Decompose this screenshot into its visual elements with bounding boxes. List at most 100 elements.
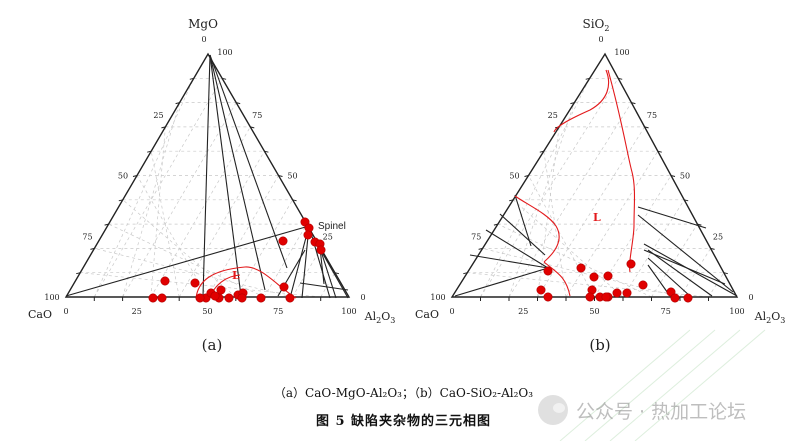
tie-lines-a [65, 54, 349, 299]
grid-line [94, 248, 293, 298]
left-edge-tick-label: 75 [82, 232, 92, 241]
inclusion-point [148, 293, 158, 303]
tick-mark [524, 175, 529, 177]
inclusion-points-a [148, 217, 326, 303]
inclusion-point [195, 293, 205, 303]
left-edge-tick-label: 100 [430, 293, 445, 302]
right-edge-tick-label: 25 [323, 232, 333, 241]
bottom-tick-label: 100 [341, 307, 356, 316]
inclusion-point [160, 276, 170, 286]
left-edge-tick-label: 50 [118, 172, 128, 181]
bottom-tick-label: 75 [661, 307, 671, 316]
inclusion-point [256, 293, 266, 303]
inclusion-point [622, 288, 632, 298]
tick-mark [463, 272, 468, 275]
inclusion-point [157, 293, 167, 303]
tick-mark [292, 199, 297, 202]
right-edge-tick-label: 25 [713, 232, 723, 241]
figure-caption: 图 5 缺陷夹杂物的三元相图 [315, 414, 492, 429]
inclusion-point [603, 271, 613, 281]
bottom-tick-label: 0 [63, 307, 68, 316]
tick-mark [236, 102, 241, 105]
tick-mark [493, 223, 499, 226]
grid-line [512, 199, 624, 298]
vertex-label-al2o3-b: Al2O3 [754, 310, 786, 325]
grid-line [467, 272, 709, 298]
grid-line [178, 151, 265, 298]
right-edge-tick-label: 0 [748, 293, 753, 302]
inclusion-point [543, 266, 553, 276]
inclusion-point [536, 285, 546, 295]
inclusion-point [285, 293, 295, 303]
liquid-region-label-b: L [593, 211, 601, 224]
grid-line [537, 126, 645, 298]
apex-tick-label: 0 [201, 35, 206, 44]
tie-lines-b [454, 194, 738, 297]
inclusion-points-b [536, 259, 693, 303]
inclusion-point [585, 292, 595, 302]
grid-line [235, 199, 293, 298]
inclusion-point [612, 288, 622, 298]
grid-line [482, 248, 681, 298]
inclusion-point [210, 291, 220, 301]
tick-mark [670, 175, 676, 177]
inclusion-point [224, 293, 234, 303]
spinel-annotation: Spinel [318, 221, 346, 232]
left-edge-tick-label: 50 [509, 172, 519, 181]
panel-label-b: (b) [589, 336, 610, 354]
inclusion-point [626, 259, 636, 269]
inclusion-point [190, 278, 200, 288]
inclusion-point [303, 230, 313, 240]
bottom-tick-label: 50 [202, 307, 212, 316]
grid-line [108, 223, 265, 298]
sub-caption: （a）CaO-MgO-Al₂O₃；（b）CaO-SiO₂-Al₂O₃ [273, 386, 534, 400]
inclusion-point [589, 272, 599, 282]
right-edge-tick-label: 75 [647, 111, 657, 120]
bottom-tick-label: 25 [132, 307, 142, 316]
apex-label-sio2: SiO2 [583, 17, 610, 33]
grid-line [93, 78, 223, 298]
vertex-label-cao-b: CaO [415, 308, 439, 321]
watermark-text: 公众号 · 热加工论坛 [576, 400, 747, 423]
tick-mark [478, 247, 483, 250]
apex-value-label: 100 [614, 48, 629, 57]
inclusion-point [316, 245, 326, 255]
grid-line [528, 175, 595, 298]
right-edge-tick-label: 50 [287, 172, 297, 181]
inclusion-point [683, 293, 693, 303]
grid-line [263, 223, 308, 298]
tick-mark [118, 199, 123, 202]
liquidus-curve-b [514, 69, 636, 297]
ternary-diagram-a: MgO CaO Al2O3 Spinel L (a) 0 100 25 50 75 100… [28, 17, 395, 354]
apex-tick-label: 0 [598, 35, 603, 44]
tick-mark [104, 223, 109, 226]
tick-mark [264, 150, 269, 153]
grid-lines-b [467, 77, 725, 298]
bottom-tick-label: 25 [518, 307, 528, 316]
chat-bubble-icon [538, 395, 568, 425]
tick-mark [539, 150, 544, 153]
tick-mark [631, 102, 636, 105]
background-stripes [559, 329, 766, 441]
tick-mark [710, 247, 715, 250]
left-edge-tick-label: 25 [153, 111, 163, 120]
tick-mark [570, 102, 575, 105]
grid-line [480, 78, 591, 298]
inclusion-point [543, 292, 553, 302]
tick-mark [697, 223, 702, 226]
inclusion-point [278, 236, 288, 246]
panel-label-a: (a) [202, 336, 223, 354]
left-edge-tick-label: 100 [44, 293, 59, 302]
inclusion-point [601, 292, 611, 302]
inclusion-point [638, 280, 648, 290]
triangle-outline [64, 52, 351, 298]
left-edge-tick-label: 75 [471, 232, 481, 241]
vertex-label-cao-a: CaO [28, 308, 52, 321]
grid-line [320, 272, 336, 298]
bottom-tick-label: 75 [273, 307, 283, 316]
grid-line [497, 223, 652, 298]
tick-mark [175, 102, 180, 105]
watermark: 公众号 · 热加工论坛 [538, 393, 800, 427]
tick-mark [189, 77, 194, 80]
